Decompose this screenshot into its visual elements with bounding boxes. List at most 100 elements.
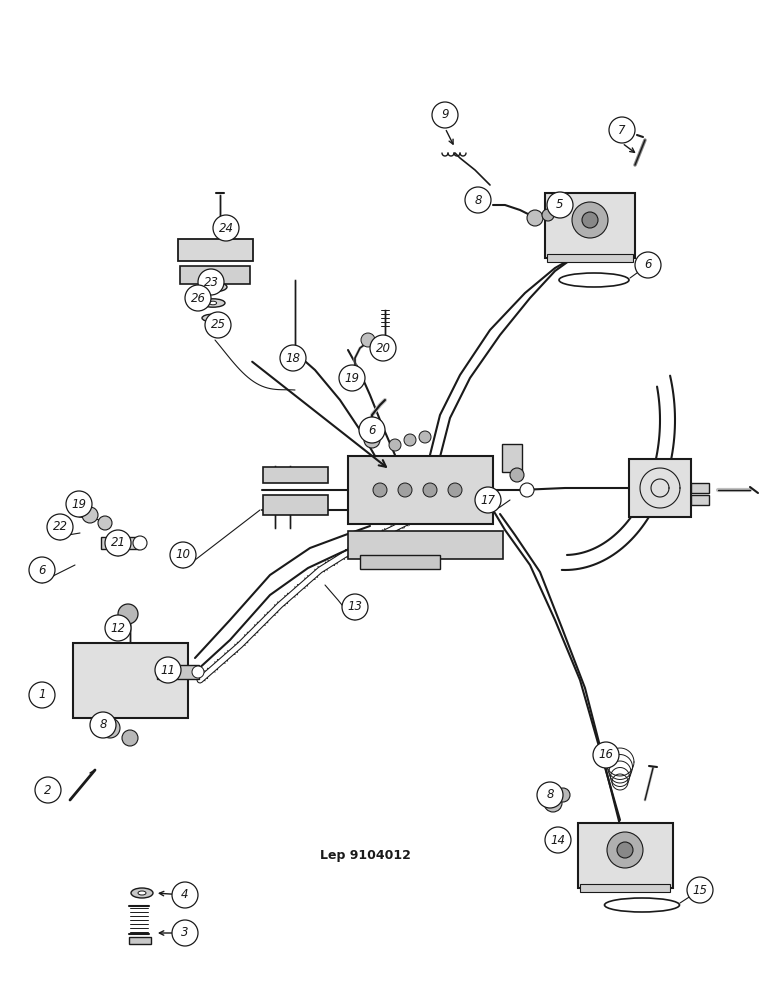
Circle shape (185, 285, 211, 311)
Text: 13: 13 (347, 600, 363, 613)
Circle shape (29, 557, 55, 583)
Ellipse shape (208, 285, 217, 289)
Text: 17: 17 (480, 493, 496, 506)
Circle shape (172, 882, 198, 908)
Text: 8: 8 (474, 194, 482, 207)
Bar (101, 537, 139, 549)
Circle shape (122, 730, 138, 746)
Circle shape (364, 432, 380, 448)
Circle shape (361, 333, 375, 347)
Bar (691, 483, 709, 493)
Circle shape (607, 832, 643, 868)
Text: 5: 5 (557, 198, 564, 212)
Circle shape (542, 209, 554, 221)
Ellipse shape (59, 528, 66, 532)
Circle shape (635, 252, 661, 278)
Circle shape (510, 468, 524, 482)
Circle shape (448, 483, 462, 497)
Ellipse shape (202, 314, 224, 322)
Circle shape (35, 777, 61, 803)
Ellipse shape (201, 299, 225, 307)
Bar (691, 495, 709, 505)
Text: 10: 10 (175, 548, 191, 562)
Text: 16: 16 (598, 748, 614, 762)
Bar (73, 643, 188, 718)
Circle shape (105, 615, 131, 641)
Circle shape (133, 536, 147, 550)
Ellipse shape (138, 891, 146, 895)
Ellipse shape (209, 301, 217, 305)
Circle shape (419, 431, 431, 443)
Circle shape (544, 794, 562, 812)
Circle shape (370, 335, 396, 361)
Circle shape (537, 782, 563, 808)
Text: 25: 25 (211, 318, 225, 332)
Text: 20: 20 (375, 342, 391, 355)
Text: 11: 11 (161, 664, 175, 676)
Ellipse shape (131, 888, 153, 898)
Text: 18: 18 (286, 352, 300, 364)
Circle shape (198, 269, 224, 295)
Circle shape (572, 202, 608, 238)
Bar (545, 192, 635, 257)
Circle shape (432, 102, 458, 128)
Bar (129, 936, 151, 944)
Bar (347, 531, 503, 559)
Circle shape (687, 877, 713, 903)
Circle shape (192, 666, 204, 678)
Text: 19: 19 (72, 497, 86, 510)
Circle shape (90, 712, 116, 738)
Circle shape (609, 117, 635, 143)
Ellipse shape (210, 316, 216, 320)
Bar (502, 444, 522, 472)
Text: 6: 6 (645, 258, 652, 271)
Circle shape (527, 210, 543, 226)
Circle shape (155, 657, 181, 683)
Circle shape (373, 483, 387, 497)
Circle shape (556, 788, 570, 802)
Circle shape (520, 483, 534, 497)
Circle shape (465, 187, 491, 213)
Ellipse shape (604, 898, 679, 912)
Text: 12: 12 (110, 621, 126, 635)
Circle shape (47, 514, 73, 540)
Circle shape (545, 827, 571, 853)
Ellipse shape (199, 282, 227, 292)
Circle shape (359, 417, 385, 443)
Text: 24: 24 (218, 222, 233, 234)
Circle shape (100, 718, 120, 738)
Bar (347, 456, 493, 524)
Circle shape (389, 439, 401, 451)
Text: 23: 23 (204, 275, 218, 288)
Circle shape (423, 483, 437, 497)
Text: 8: 8 (547, 788, 554, 802)
Circle shape (66, 491, 92, 517)
Circle shape (342, 594, 368, 620)
Bar (547, 254, 633, 262)
Circle shape (118, 604, 138, 624)
Circle shape (582, 212, 598, 228)
Bar (157, 665, 199, 679)
Circle shape (547, 192, 573, 218)
Circle shape (213, 215, 239, 241)
Bar (629, 459, 691, 517)
Text: 3: 3 (181, 926, 188, 940)
Text: 6: 6 (39, 564, 46, 576)
Text: 9: 9 (442, 108, 449, 121)
Circle shape (105, 530, 131, 556)
Text: 7: 7 (618, 123, 626, 136)
Text: 19: 19 (344, 371, 360, 384)
Circle shape (404, 434, 416, 446)
Circle shape (82, 507, 98, 523)
Ellipse shape (53, 525, 71, 535)
Text: 15: 15 (692, 884, 707, 896)
Circle shape (475, 487, 501, 513)
Text: 22: 22 (52, 520, 67, 534)
Text: 4: 4 (181, 888, 188, 902)
Circle shape (280, 345, 306, 371)
Text: 8: 8 (100, 718, 107, 732)
Bar (580, 884, 670, 892)
Text: 2: 2 (44, 784, 52, 796)
Circle shape (29, 682, 55, 708)
Circle shape (170, 542, 196, 568)
